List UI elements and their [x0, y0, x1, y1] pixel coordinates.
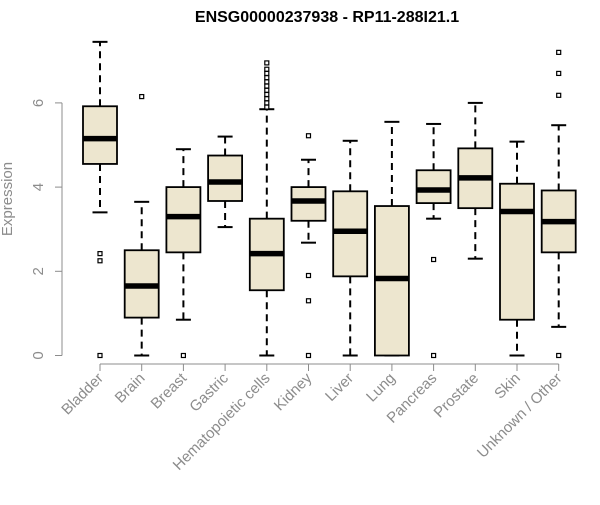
outlier-point	[264, 75, 270, 81]
outlier-point	[180, 352, 186, 359]
outlier-point	[264, 79, 270, 85]
box-pancreas	[415, 122, 452, 359]
outlier-point	[264, 104, 270, 110]
category-label: Liver	[322, 370, 357, 405]
boxes	[82, 40, 577, 359]
y-tick-label-6: 6	[30, 99, 47, 107]
box-gastric	[207, 135, 244, 229]
category-label: Bladder	[58, 370, 107, 419]
outlier-point	[97, 258, 103, 264]
category-label: Kidney	[271, 369, 316, 414]
iqr-box	[290, 186, 327, 222]
outlier-point	[264, 96, 270, 102]
iqr-box	[499, 182, 535, 321]
box-brain	[123, 93, 160, 357]
box-hematopoietic-cells	[248, 60, 285, 357]
outlier-point	[305, 298, 312, 304]
category-label: Skin	[491, 370, 524, 403]
outlier-point	[264, 83, 270, 89]
outlier-point	[264, 87, 270, 93]
iqr-box	[165, 186, 202, 254]
box-unknown-other	[540, 49, 577, 359]
chart-title: ENSG00000237938 - RP11-288I21.1	[195, 9, 459, 26]
outlier-point	[139, 93, 145, 100]
outlier-point	[305, 133, 312, 139]
box-bladder	[82, 40, 118, 359]
box-breast	[165, 148, 202, 359]
box-skin	[499, 140, 535, 357]
box-prostate	[457, 101, 494, 260]
box-liver	[332, 139, 369, 357]
category-label: Breast	[148, 369, 191, 412]
outlier-point	[97, 251, 103, 257]
y-tick-label-2: 2	[30, 267, 47, 275]
iqr-box	[415, 169, 452, 204]
outlier-point	[305, 272, 312, 279]
iqr-box	[82, 105, 118, 165]
outlier-point	[556, 352, 562, 359]
iqr-box	[207, 154, 244, 202]
outlier-point	[556, 92, 562, 98]
outlier-point	[264, 66, 270, 72]
outlier-point	[305, 352, 312, 359]
outlier-point	[556, 70, 562, 77]
box-kidney	[290, 133, 327, 359]
outlier-point	[431, 352, 437, 359]
y-axis-label: Expression	[0, 162, 16, 236]
outlier-point	[431, 256, 437, 263]
outlier-point	[264, 70, 270, 77]
box-lung	[373, 120, 410, 357]
category-label: Lung	[363, 370, 399, 406]
axes: 0 2 4 6	[30, 99, 560, 371]
outlier-point	[556, 49, 562, 55]
outlier-point	[97, 352, 103, 359]
outlier-point	[264, 60, 270, 66]
outlier-point	[264, 100, 270, 106]
outlier-point	[264, 91, 270, 98]
category-label: Prostate	[431, 370, 483, 422]
y-tick-label-0: 0	[30, 351, 47, 359]
y-tick-label-4: 4	[30, 183, 47, 191]
category-label: Brain	[112, 370, 149, 407]
